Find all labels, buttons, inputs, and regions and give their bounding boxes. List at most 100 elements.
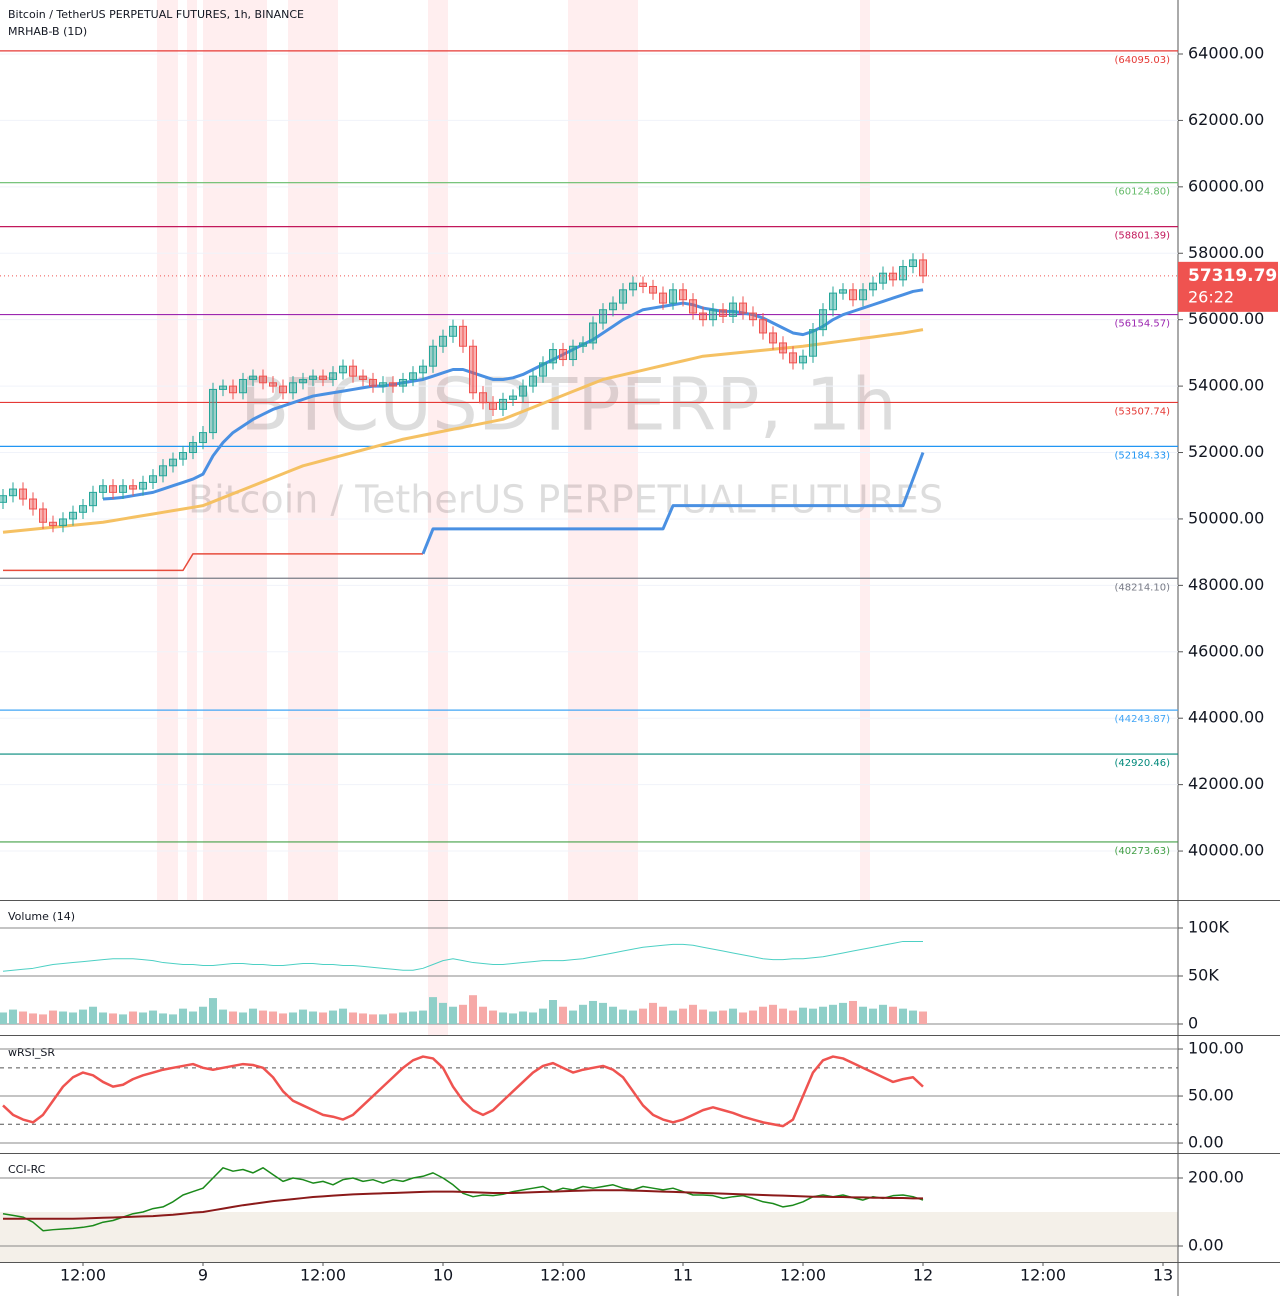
- candle-body: [619, 289, 627, 304]
- candle-body: [159, 465, 167, 477]
- signal-band: [157, 0, 178, 900]
- volume-bar: [799, 1007, 807, 1025]
- candle-body: [899, 266, 907, 281]
- x-tick-label: 12:00: [60, 1266, 106, 1285]
- indicator-line: [102, 288, 924, 501]
- candle-body: [779, 342, 787, 354]
- candle-body: [29, 498, 37, 510]
- volume-bar: [459, 1004, 467, 1025]
- volume-bar: [429, 997, 437, 1025]
- candle-body: [59, 518, 67, 527]
- candle-body: [99, 485, 107, 493]
- candle-body: [879, 272, 887, 284]
- candle-body: [239, 378, 247, 394]
- candle-body: [179, 452, 187, 460]
- candle-body: [679, 289, 687, 301]
- candle-body: [349, 365, 357, 377]
- candle-body: [79, 505, 87, 513]
- candle-body: [399, 378, 407, 387]
- candle-body: [549, 349, 557, 364]
- x-tick-label: 12: [913, 1266, 933, 1285]
- y-tick-label: 40000.00: [1188, 841, 1264, 860]
- volume-bar: [879, 1004, 887, 1025]
- signal-band: [203, 0, 267, 900]
- volume-bar: [129, 1011, 137, 1025]
- candle-body: [829, 292, 837, 311]
- volume-bar: [519, 1011, 527, 1025]
- volume-bar: [589, 1000, 597, 1025]
- candle-body: [279, 385, 287, 394]
- volume-bar: [839, 1002, 847, 1025]
- volume-bar: [739, 1012, 747, 1025]
- x-tick-label: 10: [433, 1266, 453, 1285]
- candle-body: [659, 292, 667, 304]
- x-tick-label: 12:00: [540, 1266, 586, 1285]
- candle-body: [0, 495, 7, 503]
- candle-body: [639, 282, 647, 287]
- volume-bar: [909, 1010, 917, 1025]
- volume-bar: [699, 1009, 707, 1025]
- volume-bar: [689, 1004, 697, 1025]
- volume-bar: [319, 1012, 327, 1025]
- watermark-subtitle: Bitcoin / TetherUS PERPETUAL FUTURES: [188, 478, 943, 522]
- volume-bar: [339, 1008, 347, 1025]
- candle-body: [329, 372, 337, 380]
- volume-bar: [629, 1010, 637, 1025]
- volume-bar: [439, 1002, 447, 1025]
- volume-bar: [9, 1009, 17, 1025]
- y-tick-label: 200.00: [1188, 1167, 1244, 1186]
- volume-bar: [189, 1011, 197, 1025]
- candle-body: [699, 312, 707, 321]
- countdown: 26:22: [1188, 287, 1234, 306]
- candle-body: [219, 385, 227, 390]
- candle-body: [649, 285, 657, 294]
- volume-bar: [829, 1004, 837, 1025]
- chart-title: Bitcoin / TetherUS PERPETUAL FUTURES, 1h…: [8, 8, 304, 21]
- candle-body: [629, 282, 637, 291]
- candle-body: [789, 352, 797, 364]
- level-label: (58801.39): [1114, 231, 1170, 242]
- level-label: (64095.03): [1114, 55, 1170, 66]
- candle-body: [169, 458, 177, 467]
- indicator-line: [2, 1167, 924, 1232]
- volume-bar: [109, 1013, 117, 1025]
- candle-body: [859, 289, 867, 301]
- volume-bar: [249, 1008, 257, 1025]
- volume-bar: [399, 1012, 407, 1025]
- candle-body: [49, 521, 57, 527]
- volume-bar: [329, 1010, 337, 1025]
- volume-bar: [359, 1013, 367, 1025]
- volume-bar: [529, 1012, 537, 1025]
- level-label: (60124.80): [1114, 187, 1170, 198]
- volume-bar: [379, 1014, 387, 1025]
- signal-band: [428, 0, 448, 1035]
- volume-bar: [709, 1011, 717, 1025]
- indicator-line: [2, 1055, 924, 1128]
- volume-bar: [49, 1010, 57, 1025]
- volume-bar: [729, 1008, 737, 1025]
- volume-bar: [889, 1006, 897, 1025]
- candle-body: [359, 375, 367, 380]
- level-label: (56154.57): [1114, 319, 1170, 330]
- x-tick-label: 11: [673, 1266, 693, 1285]
- watermark: BTCUSDTPERP, 1h: [240, 363, 897, 447]
- y-tick-label: 50000.00: [1188, 508, 1264, 527]
- volume-bar: [389, 1013, 397, 1025]
- y-tick-label: 46000.00: [1188, 641, 1264, 660]
- volume-bar: [549, 1000, 557, 1025]
- candle-body: [769, 332, 777, 344]
- candle-body: [919, 259, 927, 277]
- volume-bar: [409, 1011, 417, 1025]
- candle-body: [709, 309, 717, 321]
- y-tick-label: 58000.00: [1188, 243, 1264, 262]
- candle-body: [259, 375, 267, 384]
- y-tick-label: 0.00: [1188, 1133, 1224, 1152]
- candle-body: [129, 485, 137, 490]
- y-tick-label: 44000.00: [1188, 708, 1264, 727]
- y-tick-label: 62000.00: [1188, 110, 1264, 129]
- y-tick-label: 52000.00: [1188, 442, 1264, 461]
- candle-body: [889, 272, 897, 281]
- candle-body: [319, 375, 327, 380]
- candle-body: [569, 345, 577, 361]
